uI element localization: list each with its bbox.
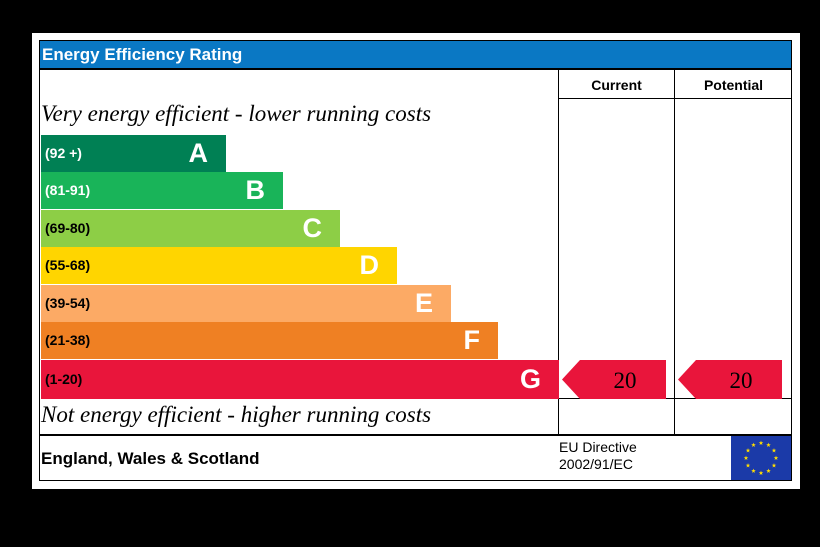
bottom-caption: Not energy efficient - higher running co… (41, 402, 432, 427)
rating-arrow-value: 20 (613, 368, 637, 393)
column-header-current: Current (591, 77, 642, 93)
column-header-potential: Potential (703, 77, 764, 93)
eu-flag-star (766, 468, 771, 473)
column-footer-rule (558, 398, 792, 399)
rating-band-range: (55-68) (45, 257, 91, 273)
rating-band-letter: D (359, 250, 380, 280)
column-divider-current (558, 69, 559, 435)
eu-directive-line2: 2002/91/EC (559, 456, 633, 472)
rating-band-letter: C (302, 213, 323, 243)
rating-band-e: (39-54) E (41, 285, 451, 322)
rating-band-range: (69-80) (45, 220, 91, 236)
column-header-rule (558, 98, 792, 99)
eu-flag-icon (731, 436, 791, 480)
rating-band-g: (1-20) G (41, 360, 559, 399)
rating-band-range: (39-54) (45, 295, 91, 311)
rating-arrow-current: 20 (562, 360, 666, 399)
eu-directive-line1: EU Directive (559, 439, 637, 455)
rating-band-letter: E (414, 288, 433, 318)
rating-band-d: (55-68) D (41, 247, 397, 284)
eu-flag-star (751, 442, 756, 447)
rating-band-range: (92 +) (45, 145, 82, 161)
rating-band-range: (21-38) (45, 332, 91, 348)
rating-band-b: (81-91) B (41, 172, 283, 209)
rating-band-c: (69-80) C (41, 210, 340, 247)
rating-band-range: (81-91) (45, 182, 91, 198)
rating-band-letter: A (188, 138, 209, 168)
eu-flag-star (766, 442, 771, 447)
region-label: England, Wales & Scotland (41, 449, 260, 468)
rating-band-range: (1-20) (45, 371, 83, 387)
rating-arrow-potential: 20 (678, 360, 782, 399)
rating-arrow-value: 20 (729, 368, 753, 393)
top-caption: Very energy efficient - lower running co… (41, 101, 432, 126)
eu-flag-star (771, 448, 777, 453)
rating-band-letter: B (245, 175, 266, 205)
column-divider-potential (674, 69, 675, 435)
rating-arrow-shape (562, 360, 666, 399)
eu-flag-star (745, 448, 751, 453)
eu-flag-star (773, 455, 779, 460)
rating-band-letter: G (519, 364, 541, 394)
rating-band-a: (92 +) A (41, 135, 226, 172)
eu-flag-star (758, 470, 764, 475)
rating-arrow-shape (678, 360, 782, 399)
eu-flag-star (751, 468, 756, 473)
eu-flag-star (771, 463, 777, 468)
eu-flag-star (745, 463, 751, 468)
eu-flag-star (743, 455, 749, 460)
chart-title: Energy Efficiency Rating (39, 40, 792, 69)
rating-band-f: (21-38) F (41, 322, 498, 359)
eu-flag-star (758, 440, 764, 445)
footer (39, 435, 792, 481)
eu-directive: EU Directive 2002/91/EC (559, 439, 637, 473)
chart-frame (39, 69, 792, 435)
rating-band-letter: F (463, 325, 481, 355)
